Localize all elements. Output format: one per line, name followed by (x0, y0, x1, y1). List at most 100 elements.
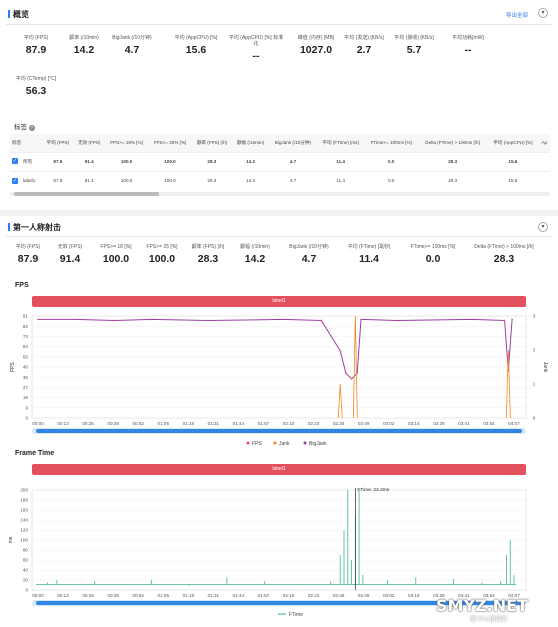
y-tick-label: 200 (20, 488, 28, 493)
fps-point (37, 318, 39, 321)
table-header-cell[interactable]: 平均 (FTime) [ms] (322, 139, 359, 145)
table-cell: 11.4 (336, 159, 345, 164)
metric-value: 2.7 (356, 44, 372, 56)
x-tick-label: 03:28 (433, 593, 445, 598)
metric-label: 平均 (CTemp) [°C] (15, 76, 57, 82)
table-header-cell[interactable]: 平均 (FPS) (46, 139, 70, 145)
x-tick-label: 02:23 (308, 593, 320, 598)
y-tick-label: 140 (20, 518, 28, 523)
metric-label: 平均 (FPS) (15, 244, 41, 250)
table-cell: 100.0 (120, 159, 133, 164)
y-axis-label: ms (8, 536, 14, 543)
labels-title: 标签 ? (14, 124, 35, 131)
y-tick-label: 82 (23, 324, 29, 329)
table-header-cell[interactable]: Ap (541, 140, 548, 146)
metric-card: 平均 (AppCPU) [%] 15.6 (168, 35, 224, 56)
metric-card: 平均功耗[mW] -- (440, 35, 496, 56)
legend-marker (273, 441, 277, 445)
label-name: label1 (23, 177, 36, 183)
metric-label: FPS>= 18 [%] (100, 244, 132, 250)
info-icon[interactable]: ? (28, 125, 35, 131)
y-right-tick-label: 1 (533, 382, 536, 387)
table-cell: 14.2 (246, 159, 256, 164)
table-header-cell[interactable]: BigJank (/10分钟) (274, 139, 312, 145)
fps-series-line (38, 318, 513, 380)
checkbox[interactable]: ✓ (12, 177, 18, 184)
x-tick-label: 04:07 (508, 421, 520, 426)
metric-card: 平均 (FTime) [毫秒] 11.4 (338, 244, 400, 265)
y-tick-label: 27 (23, 385, 29, 390)
table-cell: 4.7 (289, 159, 297, 164)
x-tick-label: 00:39 (107, 593, 119, 598)
metric-value: 15.6 (185, 44, 207, 56)
table-cell: 100.0 (120, 178, 133, 184)
y-tick-label: 60 (23, 558, 29, 563)
x-tick-label: 03:15 (408, 593, 420, 598)
table-header-row: 标签 平均 (FPS) 无效 (FPS) FPS>= 18% [%] FPS>= 25%… (10, 134, 550, 152)
divider (6, 236, 552, 237)
x-tick-label: 03:15 (408, 421, 420, 426)
checkbox[interactable]: ✓ (12, 158, 18, 165)
table-header-cell[interactable]: Delta (FTime) > 100ms [/h] (425, 140, 480, 146)
overview-title: 概览 (8, 9, 29, 20)
table-scrollbar[interactable] (10, 192, 550, 196)
x-tick-label: 01:18 (183, 421, 195, 426)
metric-card: BigJank (/10分钟) 4.7 (280, 244, 338, 265)
x-tick-label: 01:05 (158, 593, 170, 598)
fps-range-thumb[interactable] (36, 429, 522, 433)
collapse-overview-button[interactable]: ▾ (538, 8, 548, 18)
y-tick-label: 120 (20, 528, 28, 533)
table-row[interactable]: ✓ label1 87.9 91.4 100.0 100.0 28.3 14.2 4.7 11.4… (10, 171, 550, 190)
divider (6, 24, 552, 25)
metric-card: Delta (FTime) > 100ms [/h] 28.3 (466, 244, 542, 265)
table-header-cell[interactable]: FTime>= 100ms [%] (370, 140, 412, 146)
table-scroll-thumb[interactable] (14, 192, 159, 196)
table-cell: 11.4 (336, 178, 345, 184)
metric-label: 平均 (FTime) [毫秒] (347, 244, 391, 250)
ftime-range-thumb[interactable] (36, 601, 522, 605)
table-row[interactable]: ✓ 所有 87.9 91.4 100.0 100.0 28.3 14.2 4.7 11.4 0.0 2… (10, 152, 550, 171)
table-header-cell[interactable]: 颤幅 (/10min) (236, 139, 265, 145)
x-tick-label: 03:54 (483, 593, 495, 598)
x-tick-label: 02:49 (358, 421, 370, 426)
fps-point (282, 318, 285, 321)
metric-value: 4.7 (124, 44, 140, 56)
metric-label: FPS>= 25 [%] (146, 244, 178, 250)
x-tick-label: 02:36 (333, 593, 345, 598)
legend-marker (246, 441, 250, 445)
x-tick-label: 03:02 (383, 421, 395, 426)
table-cell: 15.6 (508, 159, 518, 164)
export-all-link[interactable]: 导出全部 (506, 13, 529, 19)
table-header-cell[interactable]: FPS>= 25% [%] (153, 140, 187, 146)
metric-card: 平均 (发送) [KB/s] 2.7 (336, 35, 392, 56)
fps-point (339, 349, 342, 352)
table-header-cell[interactable]: 平均 (AppCPU) [%] (493, 139, 533, 145)
x-tick-label: 01:05 (158, 421, 170, 426)
table-header-cell[interactable]: FPS>= 18% [%] (110, 140, 143, 146)
y-right-tick-label: 2 (533, 348, 536, 353)
fps-point (320, 319, 323, 322)
x-tick-label: 01:44 (233, 593, 245, 598)
frametime-chart-banner: label1 (32, 464, 526, 475)
section-marker (8, 10, 10, 18)
fps-point (471, 318, 474, 321)
y-tick-label: 36 (23, 375, 29, 380)
table-header-cell[interactable]: 无效 (FPS) (77, 139, 101, 145)
metric-label: 颤率 (FPS) [/h] (191, 244, 225, 250)
y-tick-label: 9 (25, 405, 28, 410)
x-tick-label: 00:00 (32, 421, 44, 426)
metric-value: 87.9 (25, 44, 47, 56)
x-tick-label: 00:00 (32, 593, 44, 598)
labels-section: 标签 ? 标签 平均 (FPS) 无效 (FPS) FPS>= 18% [%] FPS>… (0, 118, 558, 208)
table-header-cell[interactable]: 颤率 (FPS) [/h] (196, 139, 227, 145)
y-tick-label: 20 (23, 578, 29, 583)
table-cell: 100.0 (164, 159, 176, 164)
metric-label: 无效 (FPS) (57, 244, 83, 250)
collapse-fps-button[interactable]: ▾ (538, 222, 548, 232)
frametime-chart-title: Frame Time (15, 450, 55, 457)
metric-value: 0.0 (425, 253, 441, 265)
table-cell: 100.0 (164, 178, 176, 184)
legend-label: BigJank (309, 441, 327, 447)
table-header-cell[interactable]: 标签 (12, 139, 22, 145)
table-cell: 15.6 (508, 178, 518, 184)
